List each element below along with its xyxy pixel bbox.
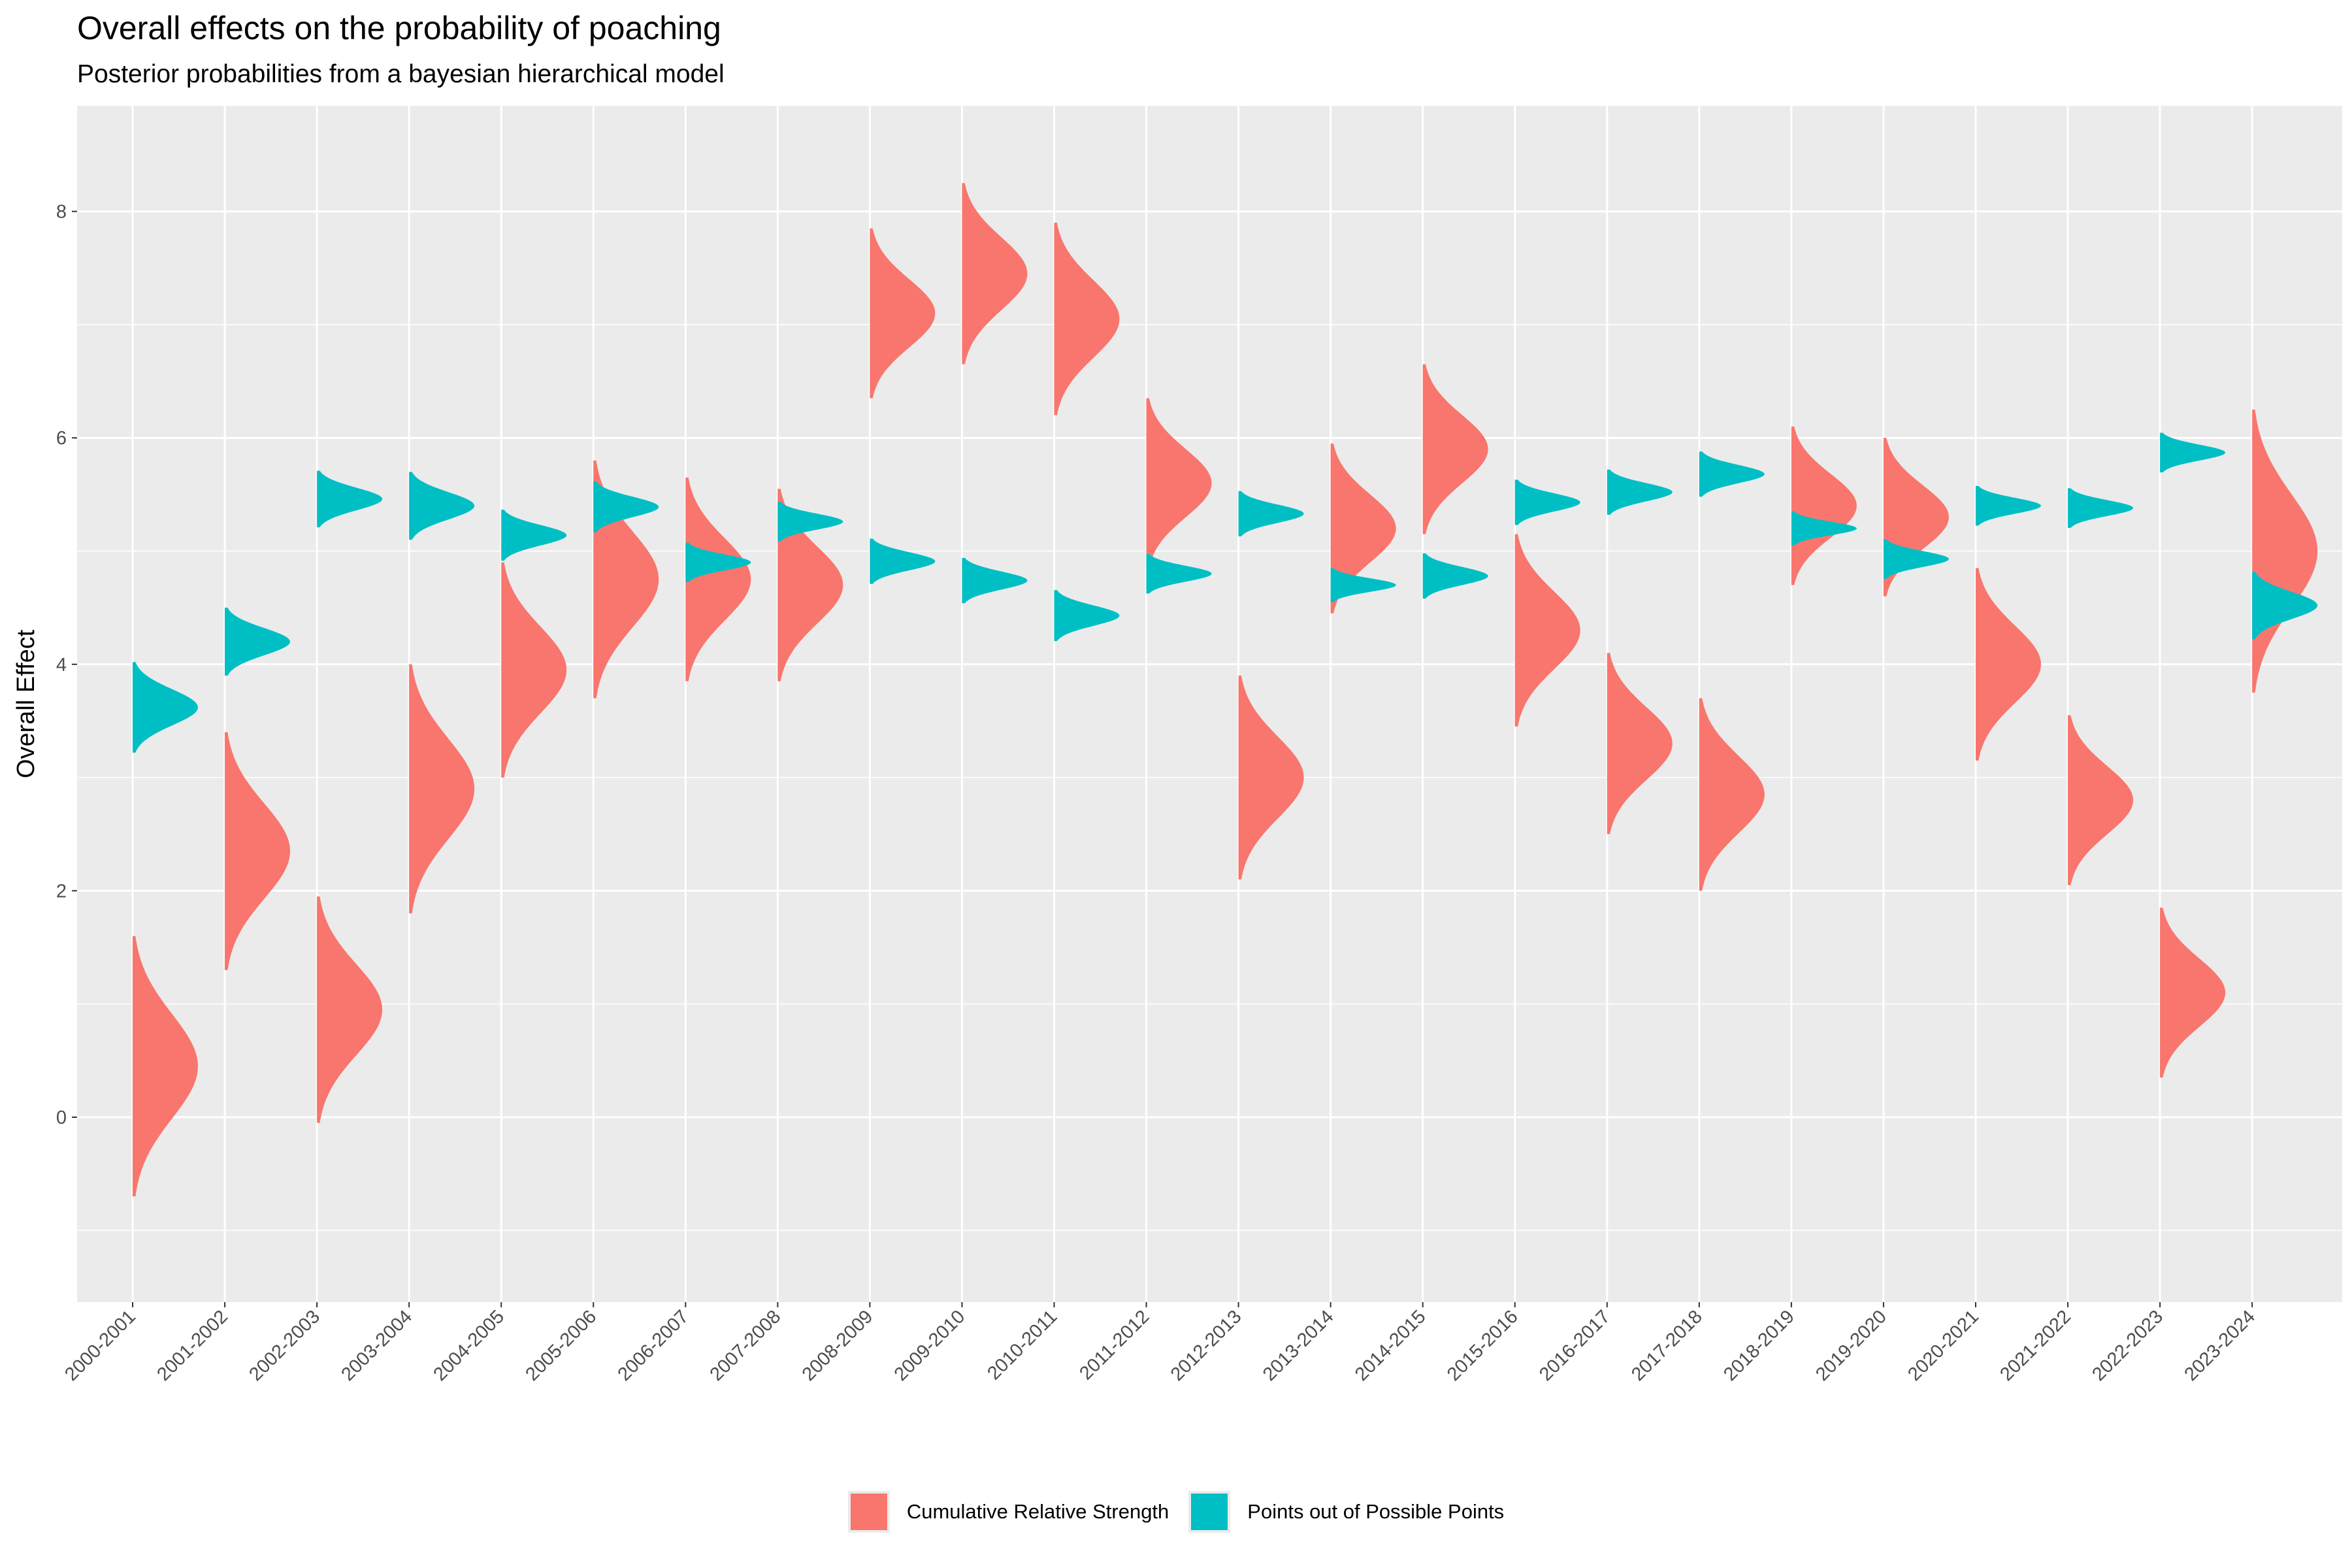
density-cumulative-relative-strength-2015-2016: [1514, 534, 1580, 727]
density-cumulative-relative-strength-2016-2017: [1607, 653, 1673, 834]
density-points-out-of-possible-points-2022-2023: [2160, 433, 2226, 473]
chart-subtitle: Posterior probabilities from a bayesian …: [77, 60, 725, 88]
density-points-out-of-possible-points-2013-2014: [1330, 568, 1396, 602]
legend-label: Cumulative Relative Strength: [906, 1500, 1169, 1523]
density-points-out-of-possible-points-2014-2015: [1422, 553, 1488, 599]
legend: Cumulative Relative Strength Points out …: [0, 1491, 2352, 1533]
density-cumulative-relative-strength-2017-2018: [1699, 698, 1765, 891]
density-cumulative-relative-strength-2021-2022: [2068, 715, 2134, 885]
density-cumulative-relative-strength-2010-2011: [1054, 222, 1120, 416]
legend-swatch-red: [850, 1494, 887, 1530]
density-cumulative-relative-strength-2018-2019: [1791, 426, 1857, 585]
x-tick-label: 2000-2001: [61, 1306, 140, 1385]
x-tick-label: 2017-2018: [1627, 1306, 1707, 1385]
x-tick-label: 2020-2021: [1904, 1306, 1983, 1385]
density-points-out-of-possible-points-2012-2013: [1238, 491, 1304, 536]
density-points-out-of-possible-points-2015-2016: [1514, 480, 1580, 525]
legend-swatch-teal: [1191, 1494, 1228, 1530]
density-cumulative-relative-strength-2003-2004: [409, 664, 475, 914]
y-tick-label: 0: [56, 1107, 67, 1128]
density-cumulative-relative-strength-2009-2010: [962, 183, 1028, 365]
x-tick-label: 2011-2012: [1075, 1306, 1153, 1384]
density-points-out-of-possible-points-2011-2012: [1146, 553, 1212, 594]
x-tick-label: 2006-2007: [614, 1306, 693, 1385]
x-tick-label: 2004-2005: [429, 1306, 508, 1385]
density-points-out-of-possible-points-2004-2005: [501, 510, 567, 561]
x-tick-label: 2009-2010: [890, 1306, 970, 1385]
density-cumulative-relative-strength-2008-2009: [870, 228, 936, 399]
density-cumulative-relative-strength-2007-2008: [777, 489, 843, 681]
x-tick-label: 2023-2024: [2180, 1306, 2259, 1385]
y-tick-label: 2: [56, 881, 67, 902]
density-points-out-of-possible-points-2002-2003: [317, 470, 383, 528]
x-tick-label: 2016-2017: [1535, 1306, 1614, 1385]
density-cumulative-relative-strength-2006-2007: [685, 477, 751, 681]
x-tick-label: 2014-2015: [1351, 1306, 1430, 1385]
x-tick-label: 2022-2023: [2088, 1306, 2167, 1385]
x-tick-label: 2015-2016: [1443, 1306, 1522, 1385]
density-cumulative-relative-strength-2022-2023: [2160, 907, 2226, 1078]
x-tick-label: 2008-2009: [798, 1306, 877, 1385]
density-points-out-of-possible-points-2010-2011: [1054, 590, 1120, 642]
density-cumulative-relative-strength-2014-2015: [1422, 364, 1488, 534]
x-tick-label: 2019-2020: [1812, 1306, 1891, 1385]
x-tick-label: 2012-2013: [1167, 1306, 1246, 1385]
density-points-out-of-possible-points-2001-2002: [225, 608, 291, 676]
y-axis-title: Overall Effect: [12, 629, 40, 778]
density-cumulative-relative-strength-2011-2012: [1146, 398, 1212, 568]
y-tick-label: 4: [56, 655, 67, 676]
x-tick-label: 2001-2002: [153, 1306, 232, 1385]
density-cumulative-relative-strength-2004-2005: [501, 562, 567, 778]
legend-item-points-out-of-possible-points: Points out of Possible Points: [1188, 1491, 1504, 1533]
density-points-out-of-possible-points-2000-2001: [133, 662, 198, 753]
x-tick-label: 2007-2008: [706, 1306, 785, 1385]
density-points-out-of-possible-points-2021-2022: [2068, 488, 2134, 528]
y-tick-label: 6: [56, 428, 67, 449]
x-tick-label: 2010-2011: [983, 1306, 1061, 1384]
x-tick-label: 2002-2003: [245, 1306, 324, 1385]
density-cumulative-relative-strength-2001-2002: [225, 732, 291, 970]
x-tick-label: 2018-2019: [1720, 1306, 1799, 1385]
density-cumulative-relative-strength-2000-2001: [133, 936, 198, 1197]
density-points-out-of-possible-points-2009-2010: [962, 557, 1028, 604]
density-points-out-of-possible-points-2005-2006: [593, 481, 659, 532]
x-tick-label: 2003-2004: [337, 1306, 416, 1385]
density-cumulative-relative-strength-2002-2003: [317, 896, 383, 1123]
density-points-out-of-possible-points-2003-2004: [409, 472, 475, 540]
chart-title: Overall effects on the probability of po…: [77, 10, 721, 46]
density-points-out-of-possible-points-2007-2008: [777, 502, 843, 542]
density-points-out-of-possible-points-2018-2019: [1791, 511, 1857, 546]
density-cumulative-relative-strength-2020-2021: [1976, 568, 2041, 761]
x-tick-label: 2021-2022: [1996, 1306, 2075, 1385]
density-points-out-of-possible-points-2017-2018: [1699, 451, 1765, 497]
legend-label: Points out of Possible Points: [1247, 1500, 1505, 1523]
density-points-out-of-possible-points-2020-2021: [1976, 485, 2041, 526]
plot-panel: [77, 106, 2342, 1302]
density-cumulative-relative-strength-2012-2013: [1238, 676, 1304, 880]
density-points-out-of-possible-points-2019-2020: [1883, 539, 1949, 579]
density-points-out-of-possible-points-2006-2007: [685, 542, 751, 583]
legend-key: [847, 1491, 890, 1533]
density-points-out-of-possible-points-2023-2024: [2252, 571, 2318, 640]
legend-item-cumulative-relative-strength: Cumulative Relative Strength: [847, 1491, 1169, 1533]
x-tick-label: 2013-2014: [1259, 1306, 1338, 1385]
x-tick-label: 2005-2006: [522, 1306, 601, 1385]
y-tick-label: 8: [56, 202, 67, 223]
density-points-out-of-possible-points-2016-2017: [1607, 469, 1673, 515]
density-cumulative-relative-strength-2013-2014: [1330, 443, 1396, 613]
legend-key: [1188, 1491, 1231, 1533]
density-points-out-of-possible-points-2008-2009: [870, 538, 936, 584]
